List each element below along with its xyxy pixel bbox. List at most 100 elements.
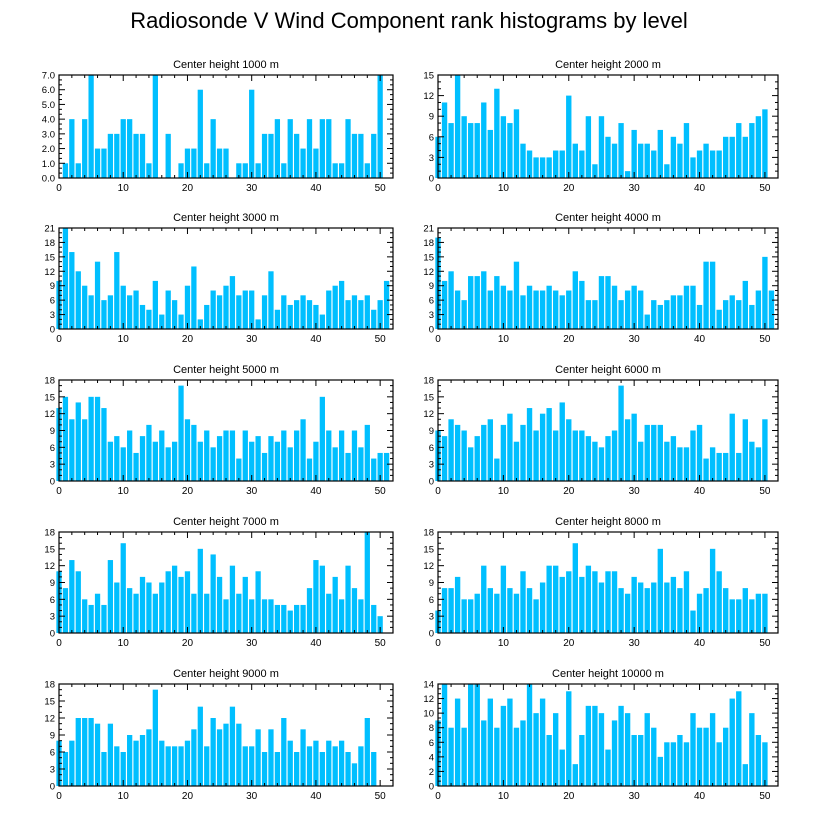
bar: [94, 593, 101, 633]
bar: [677, 588, 683, 633]
bar: [364, 718, 370, 786]
bar: [657, 756, 663, 786]
bar: [152, 593, 158, 633]
bar: [197, 89, 203, 178]
bar: [507, 588, 513, 633]
x-tick-label: 30: [246, 791, 258, 802]
bar: [539, 413, 546, 481]
bar: [441, 684, 448, 786]
bar: [94, 261, 101, 329]
bar: [114, 582, 120, 633]
y-tick-label: 9: [50, 426, 55, 437]
x-tick-label: 10: [118, 638, 130, 649]
bar: [703, 727, 709, 786]
x-tick-label: 40: [694, 791, 706, 802]
bar: [236, 458, 242, 481]
x-tick-label: 40: [694, 486, 706, 497]
bar: [690, 430, 696, 481]
x-tick-label: 30: [629, 183, 641, 194]
bar: [546, 285, 552, 329]
bar: [605, 749, 611, 786]
bar: [585, 565, 592, 633]
bar: [313, 740, 319, 786]
bar: [481, 720, 487, 786]
panel-title: Center height 5000 m: [173, 364, 279, 376]
bar: [377, 616, 383, 633]
y-tick-label: 0: [429, 477, 434, 488]
bar: [229, 276, 236, 329]
bar: [287, 447, 293, 481]
x-tick-label: 50: [759, 486, 771, 497]
bar: [268, 271, 274, 329]
bar: [539, 157, 546, 178]
bar: [559, 150, 565, 178]
bar: [474, 276, 480, 329]
bar: [664, 164, 670, 178]
y-tick-label: 6: [50, 296, 55, 307]
bar: [338, 163, 345, 178]
bar: [513, 261, 520, 329]
y-tick-label: 15: [44, 252, 55, 263]
bar: [146, 424, 152, 481]
bar: [306, 588, 313, 633]
bar: [204, 304, 210, 329]
bar: [274, 309, 281, 329]
bar: [677, 295, 683, 329]
bar: [300, 148, 306, 178]
bar: [223, 723, 229, 786]
bar: [644, 314, 650, 329]
bar: [507, 123, 513, 178]
x-tick-label: 0: [56, 791, 62, 802]
y-tick-label: 18: [44, 680, 55, 691]
bar: [82, 599, 88, 633]
bar: [468, 123, 474, 178]
bar: [281, 604, 287, 633]
bar: [332, 576, 338, 633]
bar: [146, 309, 152, 329]
bar: [261, 599, 268, 633]
bar: [300, 419, 306, 481]
y-tick-label: 0: [429, 174, 434, 185]
bar: [742, 588, 748, 633]
x-tick-label: 10: [498, 486, 510, 497]
bar: [236, 723, 242, 786]
x-tick-label: 50: [375, 183, 387, 194]
y-tick-label: 12: [423, 91, 434, 102]
bar: [624, 593, 631, 633]
bar: [255, 436, 261, 481]
bar: [566, 571, 572, 633]
y-tick-label: 3: [429, 460, 434, 471]
bar: [611, 285, 618, 329]
bar: [657, 304, 663, 329]
bar: [139, 133, 146, 178]
bar: [152, 280, 158, 329]
x-tick-label: 30: [629, 638, 641, 649]
bar: [762, 419, 768, 481]
bar: [605, 571, 611, 633]
bar: [441, 102, 448, 178]
bar: [326, 593, 332, 633]
bar: [191, 729, 197, 786]
bar: [729, 136, 735, 178]
bar: [178, 163, 184, 178]
x-tick-label: 0: [435, 486, 441, 497]
bar: [553, 290, 559, 329]
bar: [481, 102, 487, 178]
bar: [306, 300, 313, 329]
bar: [513, 441, 520, 481]
bar: [618, 385, 624, 481]
bar: [268, 436, 274, 481]
bar: [345, 752, 351, 786]
bar: [88, 604, 94, 633]
bar: [216, 148, 223, 178]
bar: [197, 319, 203, 329]
bar: [383, 452, 390, 481]
bar: [338, 599, 345, 633]
y-tick-label: 9: [429, 281, 434, 292]
bar: [703, 588, 709, 633]
bar: [184, 740, 191, 786]
bar: [762, 109, 768, 178]
bar: [716, 452, 722, 481]
y-tick-label: 6: [429, 443, 434, 454]
bar: [313, 441, 319, 481]
